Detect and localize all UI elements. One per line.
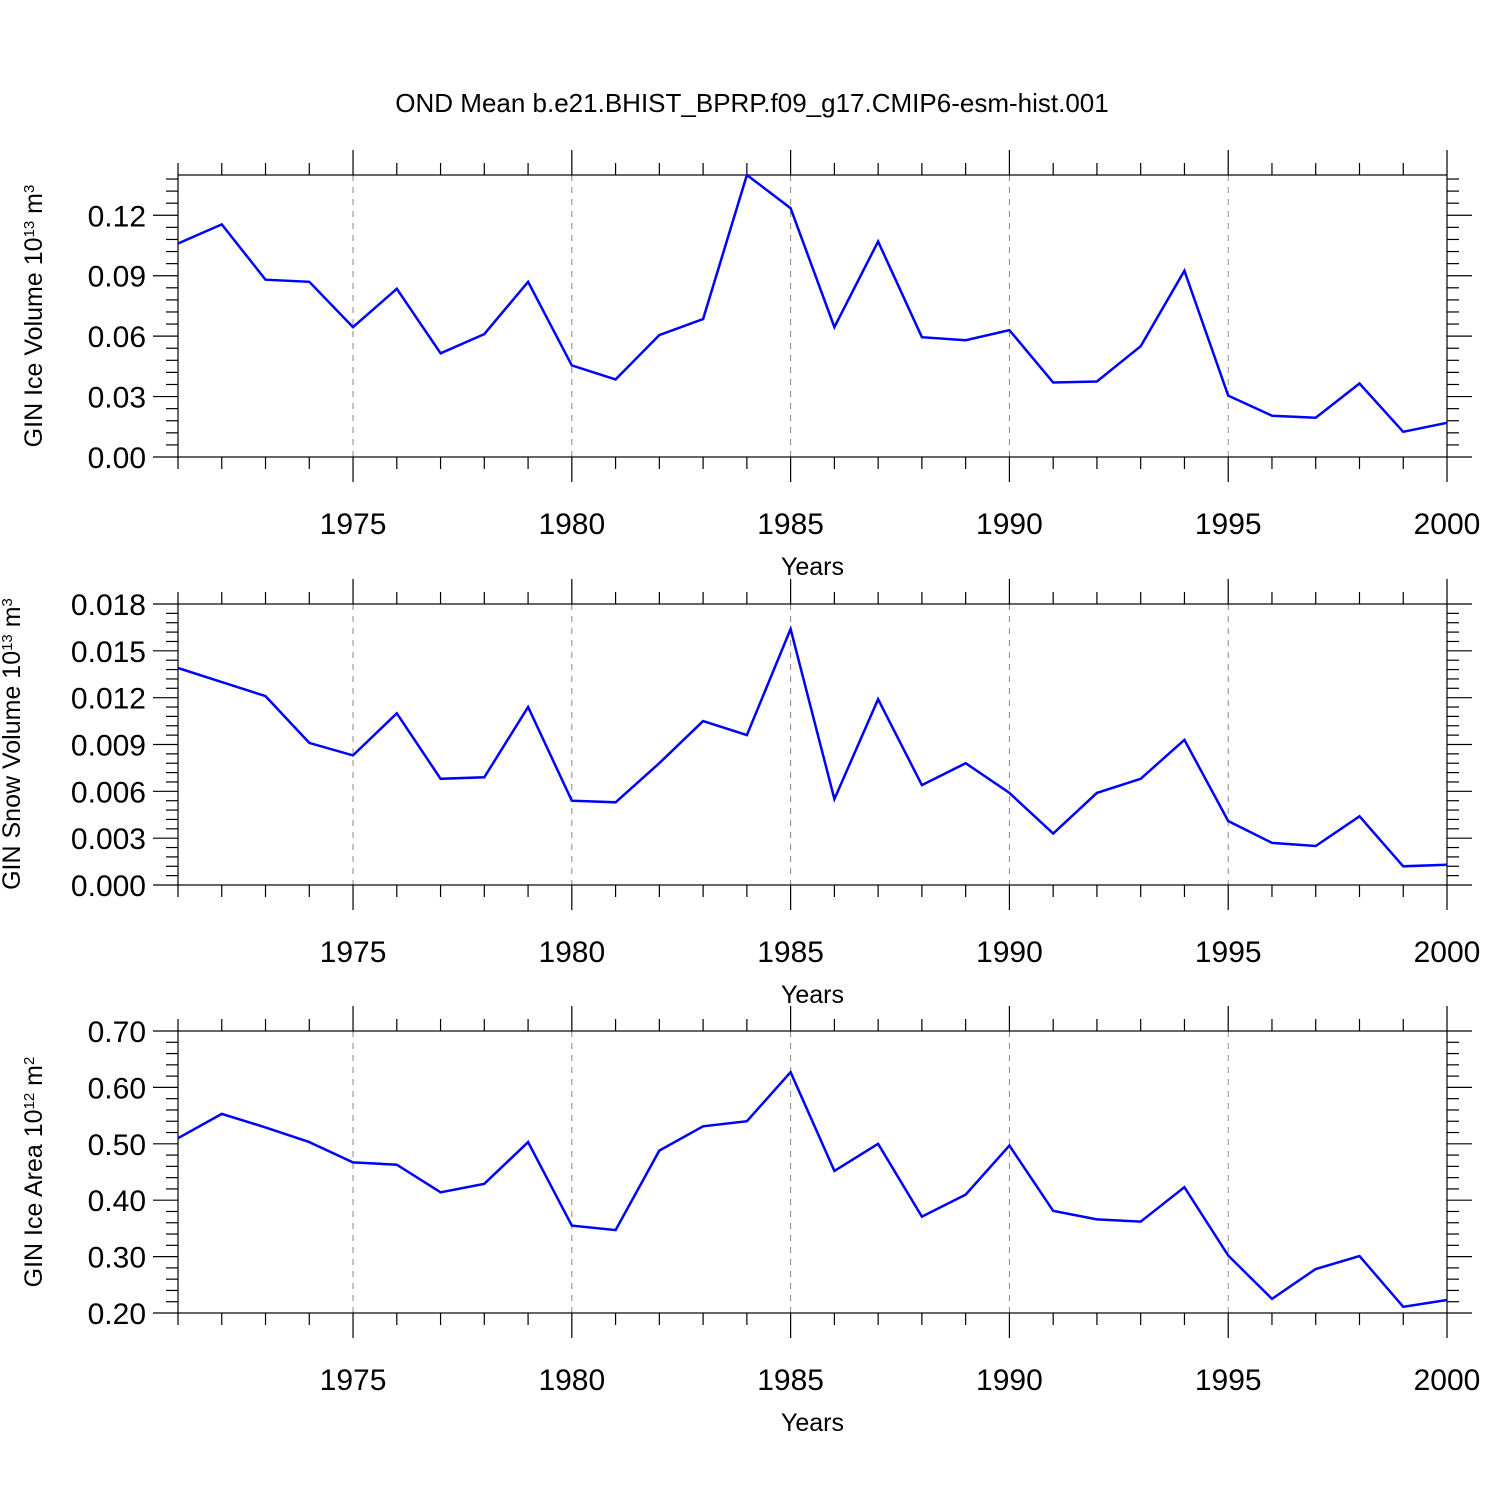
y-axis-title: GIN Snow Volume 1013 m3 xyxy=(0,598,26,890)
x-tick-label: 2000 xyxy=(1414,1364,1481,1397)
y-tick-label: 0.30 xyxy=(88,1242,146,1275)
y-axis-title: GIN Ice Volume 1013 m3 xyxy=(20,185,48,448)
x-tick-label: 1985 xyxy=(757,936,824,969)
y-tick-label: 0.06 xyxy=(88,321,146,354)
plot-frame xyxy=(177,174,1448,458)
y-axis-title-text: m xyxy=(20,1065,48,1093)
x-tick-label: 1995 xyxy=(1195,508,1262,541)
y-tick-label: 0.03 xyxy=(88,382,146,415)
x-tick-label: 1990 xyxy=(976,508,1043,541)
chart-title: OND Mean b.e21.BHIST_BPRP.f09_g17.CMIP6-… xyxy=(395,88,1108,118)
y-axis-title-superscript: 12 xyxy=(21,1093,38,1110)
y-tick-label: 0.018 xyxy=(71,589,146,622)
x-tick-label: 1995 xyxy=(1195,936,1262,969)
x-tick-label: 2000 xyxy=(1414,936,1481,969)
x-axis-title: Years xyxy=(781,981,844,1009)
x-tick-label: 1980 xyxy=(538,1364,605,1397)
y-axis-title-superscript: 13 xyxy=(0,634,16,651)
y-tick-label: 0.00 xyxy=(88,442,146,475)
x-tick-label: 2000 xyxy=(1414,508,1481,541)
y-axis-title-text: GIN Snow Volume 10 xyxy=(0,651,26,890)
y-axis-title-superscript: 3 xyxy=(21,185,38,193)
x-axis-title: Years xyxy=(781,1409,844,1437)
y-tick-label: 0.003 xyxy=(71,823,146,856)
y-axis-title-text: m xyxy=(20,193,48,221)
y-axis-title-text: GIN Ice Area 10 xyxy=(20,1109,48,1287)
data-series-line xyxy=(177,172,1448,434)
x-tick-label: 1980 xyxy=(538,508,605,541)
x-tick-label: 1995 xyxy=(1195,1364,1262,1397)
y-tick-label: 0.009 xyxy=(71,730,146,763)
y-tick-label: 0.70 xyxy=(88,1016,146,1049)
x-tick-label: 1990 xyxy=(976,936,1043,969)
plot-frame xyxy=(177,1030,1448,1314)
y-tick-label: 0.015 xyxy=(71,636,146,669)
y-tick-label: 0.60 xyxy=(88,1072,146,1105)
x-tick-label: 1975 xyxy=(320,936,387,969)
x-tick-label: 1990 xyxy=(976,1364,1043,1397)
y-tick-label: 0.006 xyxy=(71,776,146,809)
y-tick-label: 0.20 xyxy=(88,1298,146,1331)
y-axis-title-superscript: 3 xyxy=(0,598,16,606)
y-tick-label: 0.50 xyxy=(88,1129,146,1162)
y-tick-label: 0.40 xyxy=(88,1185,146,1218)
data-series-line xyxy=(177,1069,1448,1309)
chart-panel-3: 0.20 0.30 0.40 0.50 0.60 0.70 1975 1980 1985 1990… xyxy=(20,1006,1480,1437)
data-series-line xyxy=(177,625,1448,868)
chart-panel-1: 0.00 0.03 0.06 0.09 0.12 1975 1980 1985 1990 1995… xyxy=(20,150,1480,581)
y-tick-label: 0.09 xyxy=(88,261,146,294)
x-tick-label: 1985 xyxy=(757,508,824,541)
chart-panel-2: 0.000 0.003 0.006 0.009 0.012 0.015 0.018 1975 1… xyxy=(0,579,1480,1009)
y-axis-title-text: m xyxy=(0,606,26,634)
y-tick-label: 0.000 xyxy=(71,870,146,903)
y-axis-title: GIN Ice Area 1012 m2 xyxy=(20,1057,48,1288)
x-tick-label: 1975 xyxy=(320,508,387,541)
plot-frame xyxy=(177,603,1448,886)
y-axis-title-superscript: 2 xyxy=(21,1057,38,1065)
x-tick-label: 1975 xyxy=(320,1364,387,1397)
x-tick-label: 1985 xyxy=(757,1364,824,1397)
x-tick-label: 1980 xyxy=(538,936,605,969)
y-tick-label: 0.12 xyxy=(88,200,146,233)
y-axis-title-text: GIN Ice Volume 10 xyxy=(20,237,48,447)
x-axis-title: Years xyxy=(781,553,844,581)
y-axis-title-superscript: 13 xyxy=(21,221,38,238)
y-tick-label: 0.012 xyxy=(71,683,146,716)
